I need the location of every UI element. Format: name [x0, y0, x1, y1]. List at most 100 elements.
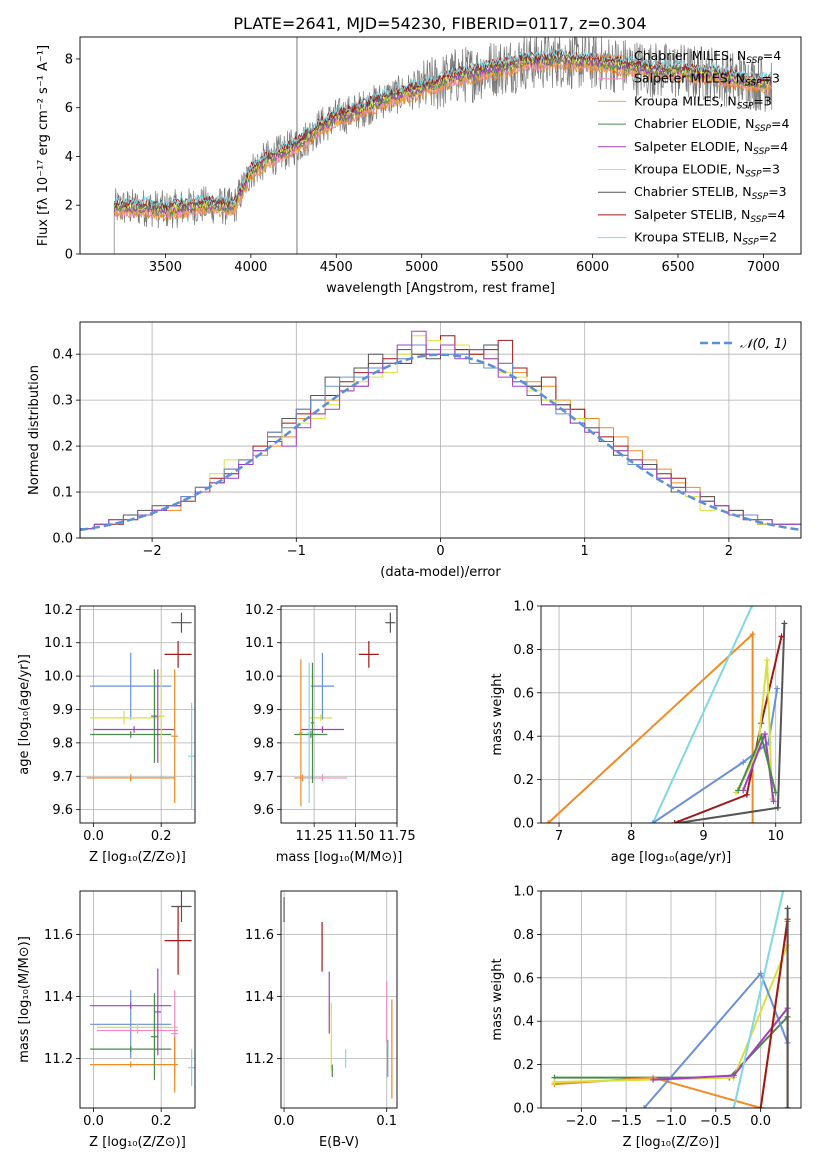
series-line — [732, 891, 785, 1108]
series-marker — [757, 970, 764, 977]
x-tick-label: 0.2 — [151, 1114, 172, 1129]
series-marker — [740, 787, 747, 794]
y-tick-label: 10.2 — [44, 603, 73, 618]
y-axis-label: Flux [fλ 10⁻¹⁷ erg cm⁻² s⁻¹ A⁻¹] — [36, 45, 51, 246]
series-marker — [758, 733, 765, 740]
series-marker — [784, 1105, 791, 1108]
legend: Chabrier MILES, NSSP=4 Salpeter MILES, NS… — [598, 48, 789, 248]
axes-frame — [280, 605, 398, 824]
legend-label: Salpeter ELODIE, NSSP=4 — [634, 139, 788, 157]
legend-subscript: SSP — [745, 79, 762, 89]
y-tick-label: 10.0 — [44, 670, 73, 685]
legend-subscript: SSP — [742, 238, 759, 248]
x-tick-label: 9 — [699, 829, 707, 844]
y-tick-label: 9.6 — [52, 803, 73, 818]
series-marker — [641, 1105, 648, 1108]
axes-frame — [79, 890, 196, 1109]
series-marker — [743, 791, 750, 798]
x-tick-label: 11.75 — [378, 829, 415, 844]
series-marker — [770, 798, 777, 805]
series-line — [674, 636, 783, 823]
series-line — [547, 631, 754, 823]
series-line — [651, 606, 753, 823]
legend-label: 𝒩(0, 1) — [740, 337, 787, 352]
legend-subscript: SSP — [737, 101, 754, 111]
series-marker — [671, 820, 678, 823]
y-tick-label: 9.9 — [253, 703, 274, 718]
y-tick-label: 10.1 — [245, 636, 274, 651]
chart-title: PLATE=2641, MJD=54230, FIBERID=0117, z=0… — [233, 14, 646, 33]
axes-frame — [79, 321, 802, 539]
y-tick-label: 0.8 — [513, 928, 534, 943]
massweight-vs-Z-panel: −2.0 −1.5 −1.0 −0.5 0.0 0.0 0.2 0.4 0.6 0.8 1.0 Z [… — [490, 885, 802, 1150]
x-tick-label: −2 — [143, 544, 162, 559]
y-tick-label: 0.8 — [513, 643, 534, 658]
x-axis-label: age [log₁₀(age/yr)] — [611, 850, 732, 865]
massweight-vs-Z-plot-area — [551, 891, 791, 1108]
x-tick-label: 0.0 — [83, 1114, 104, 1129]
series-marker — [545, 820, 552, 823]
y-tick-label: 0 — [65, 248, 73, 263]
y-tick-label: 0.2 — [52, 440, 73, 455]
x-axis-label: E(B-V) — [319, 1135, 359, 1150]
y-axis-label: mass weight — [490, 958, 505, 1040]
legend-label: Salpeter MILES, NSSP=3 — [634, 71, 780, 89]
y-tick-label: 6 — [65, 101, 73, 116]
mass-vs-Z-plot-area — [90, 891, 195, 1093]
y-tick-label: 0.4 — [513, 730, 534, 745]
normal-curve — [80, 353, 801, 532]
legend-suffix: =2 — [759, 230, 777, 245]
model-spectrum — [113, 59, 772, 219]
series-marker — [650, 1076, 657, 1083]
x-axis-label: mass [log₁₀(M/M⊙)] — [276, 850, 403, 865]
y-tick-label: 9.6 — [253, 803, 274, 818]
axes-frame — [79, 605, 196, 824]
x-tick-label: 6000 — [576, 260, 609, 275]
spectrum-panel: PLATE=2641, MJD=54230, FIBERID=0117, z=0… — [36, 14, 802, 296]
y-tick-label: 1.0 — [513, 600, 534, 615]
y-axis-label: mass [log₁₀(M/M⊙)] — [17, 936, 32, 1063]
axes-frame — [540, 605, 802, 824]
y-tick-label: 9.7 — [52, 770, 73, 785]
residuals-panel: −2 −1 0 1 2 0.0 0.1 0.2 0.3 0.4 (data-model)/error… — [27, 321, 802, 580]
y-tick-label: 10.2 — [245, 603, 274, 618]
x-tick-label: 0.1 — [376, 1114, 397, 1129]
y-tick-label: 2 — [65, 199, 73, 214]
y-tick-label: 11.2 — [44, 1052, 73, 1067]
massweight-vs-age-panel: 7 8 9 10 0.0 0.2 0.4 0.6 0.8 1.0 age [log₁₀(age/yr… — [490, 600, 802, 865]
legend-label: Kroupa STELIB, NSSP=2 — [634, 230, 777, 248]
y-tick-label: 0.3 — [52, 394, 73, 409]
series-line — [735, 660, 774, 800]
x-tick-label: 6500 — [661, 260, 694, 275]
y-tick-label: 8 — [65, 52, 73, 67]
x-tick-label: 0.2 — [151, 829, 172, 844]
series-marker — [749, 631, 756, 638]
y-tick-label: 0.6 — [513, 686, 534, 701]
y-tick-label: 0.4 — [52, 348, 73, 363]
legend-suffix: =3 — [768, 184, 786, 199]
legend-suffix: =4 — [767, 207, 785, 222]
x-tick-label: 2 — [725, 544, 733, 559]
x-tick-label: −2.0 — [566, 1114, 598, 1129]
series-marker — [551, 1078, 558, 1085]
y-tick-label: 9.7 — [253, 770, 274, 785]
x-axis-label: Z [log₁₀(Z/Z⊙)] — [89, 850, 186, 865]
x-tick-label: 5500 — [491, 260, 524, 275]
series-marker — [735, 787, 742, 794]
legend-subscript: SSP — [750, 215, 767, 225]
legend-suffix: =4 — [763, 48, 781, 63]
x-tick-label: 5000 — [405, 260, 438, 275]
x-tick-label: 0.0 — [750, 1114, 771, 1129]
mass-vs-EBV-panel: 0.0 0.1 11.2 11.4 11.6 E(B-V) — [245, 890, 398, 1150]
y-tick-label: 10.0 — [245, 670, 274, 685]
y-tick-label: 1.0 — [513, 885, 534, 900]
x-tick-label: 1 — [581, 544, 589, 559]
axes-frame — [79, 36, 802, 255]
age-vs-Z-plot-area — [86, 612, 195, 810]
legend-subscript: SSP — [754, 124, 771, 134]
y-axis-label: age [log₁₀(age/yr)] — [17, 654, 32, 775]
x-tick-label: 11.50 — [337, 829, 374, 844]
y-tick-label: 0.0 — [52, 532, 73, 547]
x-axis-label: Z [log₁₀(Z/Z⊙)] — [89, 1135, 186, 1150]
series-marker — [757, 1105, 764, 1108]
